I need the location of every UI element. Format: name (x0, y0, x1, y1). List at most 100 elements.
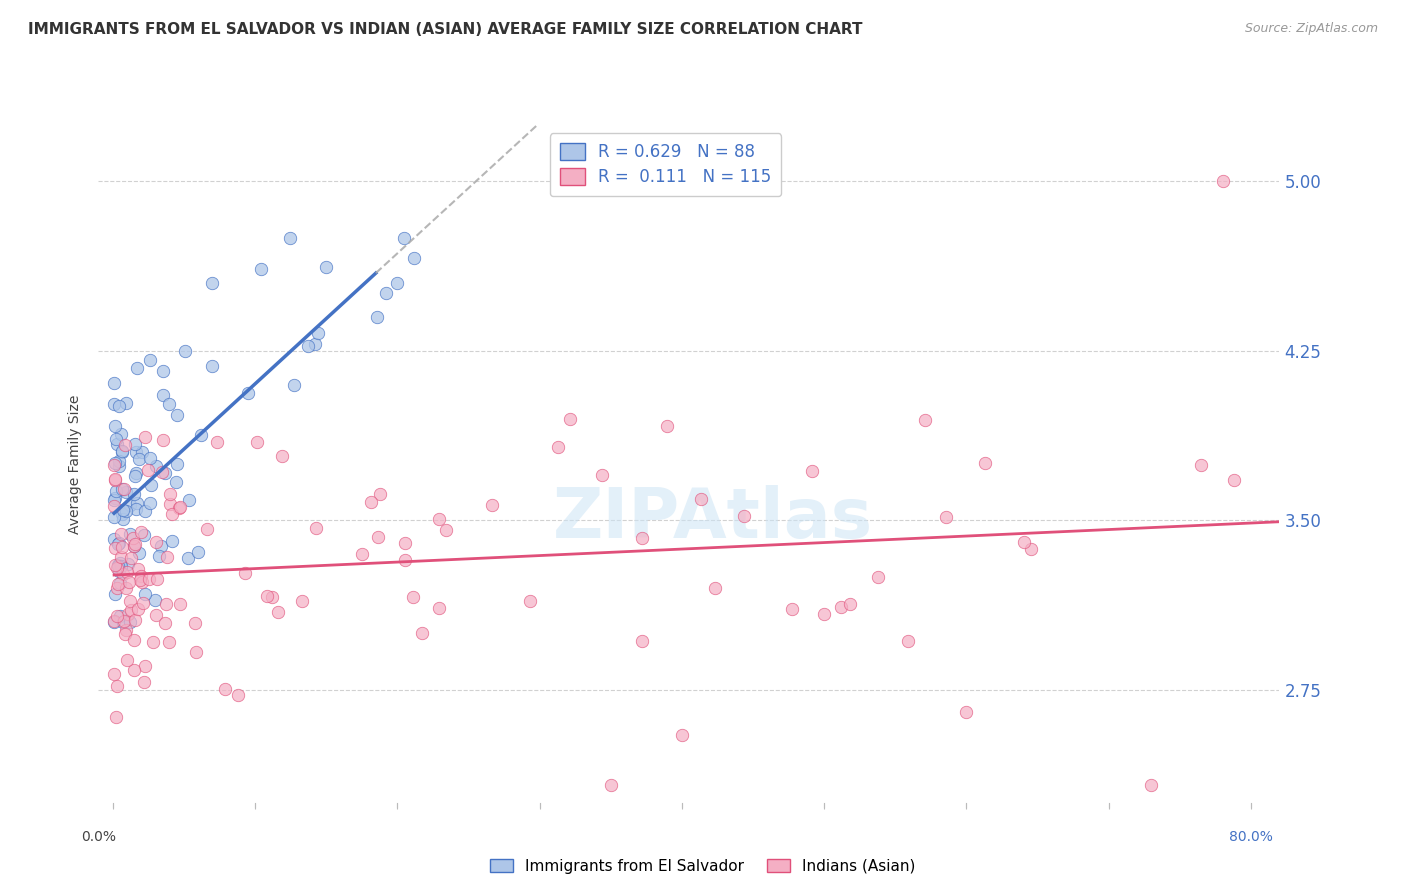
Point (107, 536, 129, 550)
Point (162, 534, 184, 549)
Point (117, 557, 139, 571)
Point (110, 550, 132, 565)
Point (125, 445, 148, 459)
Point (1212, 174, 1234, 188)
Point (195, 522, 218, 536)
Point (155, 597, 177, 611)
Point (304, 337, 326, 351)
Point (974, 456, 997, 470)
Point (108, 454, 131, 468)
Text: Source: ZipAtlas.com: Source: ZipAtlas.com (1244, 22, 1378, 36)
Point (124, 436, 146, 450)
Point (246, 435, 269, 450)
Point (149, 539, 172, 553)
Point (111, 540, 134, 554)
Point (103, 667, 125, 681)
Point (132, 674, 155, 689)
Point (177, 550, 200, 565)
Point (105, 437, 128, 451)
Point (145, 572, 167, 586)
Point (107, 537, 129, 551)
Point (304, 521, 326, 535)
Point (128, 545, 150, 559)
Point (120, 551, 142, 566)
Point (868, 569, 890, 583)
Point (139, 477, 162, 491)
Point (392, 231, 415, 245)
Point (104, 710, 127, 724)
Point (366, 310, 388, 324)
Point (560, 411, 582, 425)
Point (122, 531, 145, 545)
Point (105, 609, 128, 624)
Point (387, 276, 409, 290)
Point (105, 680, 128, 694)
Point (114, 624, 136, 638)
Point (256, 590, 278, 604)
Point (124, 537, 146, 551)
Text: IMMIGRANTS FROM EL SALVADOR VS INDIAN (ASIAN) AVERAGE FAMILY SIZE CORRELATION CH: IMMIGRANTS FROM EL SALVADOR VS INDIAN (A… (28, 22, 863, 37)
Point (375, 285, 398, 300)
Point (360, 495, 382, 509)
Text: 0.0%: 0.0% (82, 830, 115, 844)
Point (134, 430, 156, 444)
Point (104, 474, 127, 488)
Point (114, 438, 136, 452)
Point (124, 469, 146, 483)
Point (110, 608, 132, 623)
Point (156, 550, 179, 565)
Point (159, 497, 181, 511)
Point (914, 413, 936, 427)
Point (631, 634, 654, 648)
Point (427, 601, 450, 615)
Point (108, 556, 131, 570)
Point (125, 466, 148, 480)
Point (125, 501, 148, 516)
Point (103, 499, 125, 513)
Point (111, 508, 134, 522)
Point (127, 602, 149, 616)
Point (115, 581, 138, 595)
Legend: Immigrants from El Salvador, Indians (Asian): Immigrants from El Salvador, Indians (As… (484, 853, 922, 880)
Point (631, 531, 654, 545)
Point (519, 594, 541, 608)
Point (169, 597, 191, 611)
Point (107, 558, 129, 573)
Point (148, 549, 170, 564)
Point (187, 545, 209, 559)
Point (1012, 535, 1035, 549)
Point (228, 688, 250, 702)
Point (131, 444, 153, 458)
Point (214, 682, 236, 697)
Point (131, 596, 153, 610)
Point (733, 509, 755, 524)
Point (138, 451, 160, 466)
Point (110, 576, 132, 591)
Point (129, 569, 152, 583)
Point (115, 653, 138, 667)
Point (129, 574, 152, 588)
Point (111, 445, 134, 459)
Point (201, 276, 224, 290)
Point (104, 483, 127, 498)
Point (122, 539, 145, 553)
Point (111, 512, 134, 526)
Point (591, 468, 613, 483)
Point (104, 587, 127, 601)
Point (108, 399, 131, 413)
Point (166, 457, 188, 471)
Point (839, 597, 862, 611)
Point (155, 467, 177, 481)
Point (115, 504, 138, 518)
Point (201, 359, 224, 374)
Point (690, 491, 713, 506)
Point (118, 574, 141, 589)
Point (111, 444, 134, 458)
Point (152, 434, 174, 448)
Point (394, 535, 416, 549)
Point (115, 484, 138, 499)
Point (104, 419, 127, 434)
Point (107, 558, 129, 572)
Point (297, 339, 319, 353)
Point (143, 593, 166, 607)
